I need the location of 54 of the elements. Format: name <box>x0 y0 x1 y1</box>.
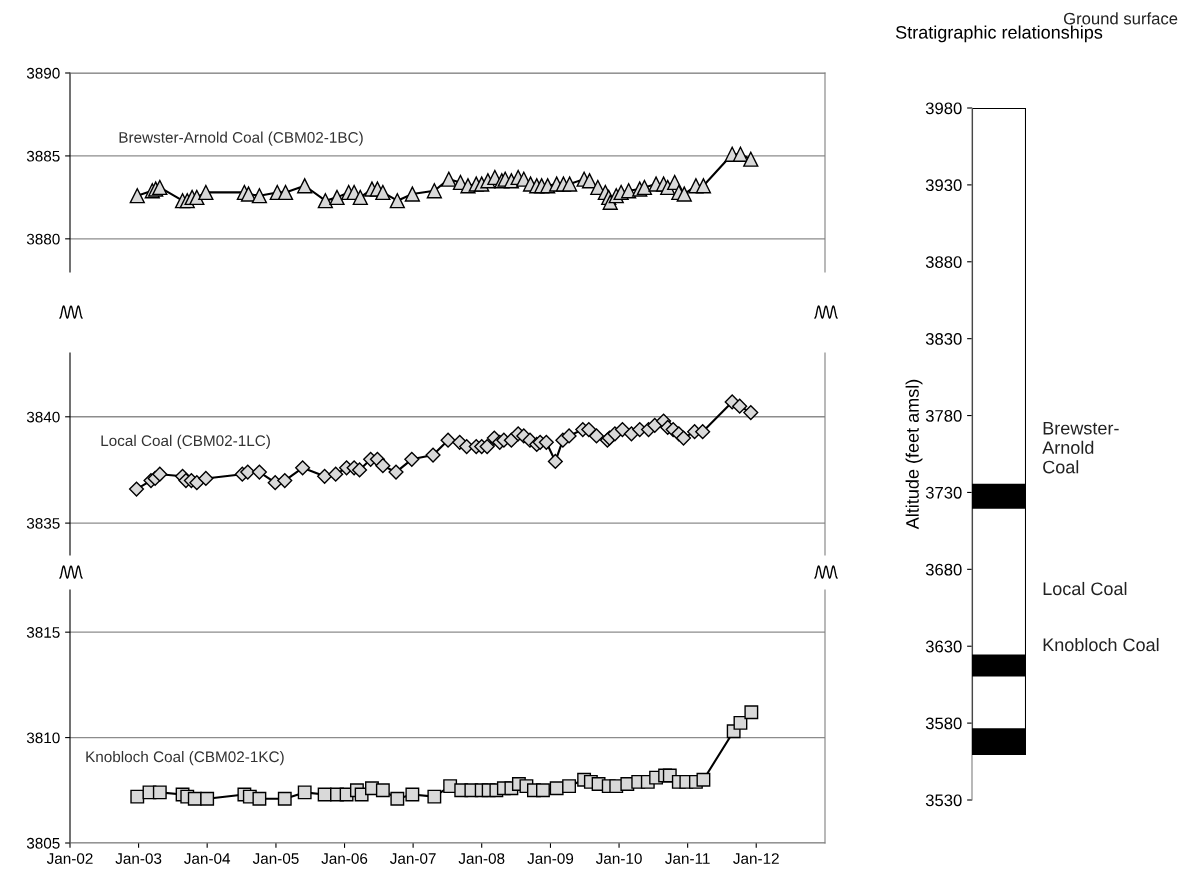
y-tick-label: 3890 <box>26 67 60 79</box>
x-tick-label: Jan-11 <box>665 853 710 864</box>
y-tick-label: 3780 <box>925 409 962 422</box>
x-tick-label: Jan-04 <box>184 853 231 864</box>
y-tick-label: 3805 <box>26 837 60 849</box>
y-tick-label: 3810 <box>26 732 60 744</box>
series-label: Knobloch Coal (CBM02-1KC) <box>86 750 284 766</box>
point <box>152 785 167 800</box>
x-tick-label: Jan-05 <box>252 853 299 864</box>
annotation: Brewster- Arnold Coal <box>1042 421 1119 474</box>
point <box>536 783 550 798</box>
y-tick-label: 3840 <box>26 411 60 423</box>
annotation: Knobloch Coal <box>1043 637 1159 652</box>
x-tick-label: Jan-12 <box>733 853 779 864</box>
y-axis-title: Altitude (feet amsl) <box>905 379 923 530</box>
y-tick-label: 3835 <box>26 517 60 529</box>
x-tick-label: Jan-03 <box>115 853 162 864</box>
y-tick-label: 3880 <box>925 256 962 268</box>
x-tick-label: Jan-10 <box>595 853 642 864</box>
y-tick-label: 3980 <box>925 102 962 115</box>
annotation: Local Coal <box>1043 581 1127 596</box>
y-tick-label: 3880 <box>26 233 60 245</box>
y-tick-label: 3730 <box>925 486 962 499</box>
point <box>297 785 312 800</box>
point <box>252 791 267 806</box>
point <box>549 781 564 796</box>
x-tick-label: Jan-07 <box>390 853 436 864</box>
x-tick-label: Jan-08 <box>458 853 505 864</box>
point <box>744 705 759 720</box>
point <box>696 772 711 787</box>
y-tick-label: 3680 <box>925 563 962 576</box>
point <box>277 791 292 806</box>
y-tick-label: 3815 <box>26 627 60 638</box>
point <box>390 791 405 806</box>
chart-title: Stratigraphic relationships <box>895 25 1103 43</box>
point <box>733 715 748 730</box>
point <box>130 789 145 804</box>
y-tick-label: 3580 <box>925 717 962 730</box>
point <box>405 787 420 802</box>
y-tick-label: 3885 <box>26 150 60 162</box>
point <box>562 779 577 794</box>
y-tick-label: 3930 <box>925 179 962 192</box>
x-tick-label: Jan-06 <box>321 853 368 864</box>
y-tick-label: 3630 <box>925 640 962 653</box>
y-tick-label: 3530 <box>925 794 962 807</box>
point <box>427 789 442 804</box>
text: Brewster-Arnold Coal (CBM02-1BC) <box>119 131 363 146</box>
x-tick-label: Jan-09 <box>527 853 574 864</box>
point <box>375 783 390 798</box>
x-tick-label: Jan-02 <box>46 853 93 864</box>
y-tick-label: 3830 <box>925 333 962 345</box>
point <box>200 791 215 806</box>
series-label: Local Coal (CBM02-1LC) <box>101 434 270 450</box>
text: Ground surface <box>1063 12 1178 25</box>
